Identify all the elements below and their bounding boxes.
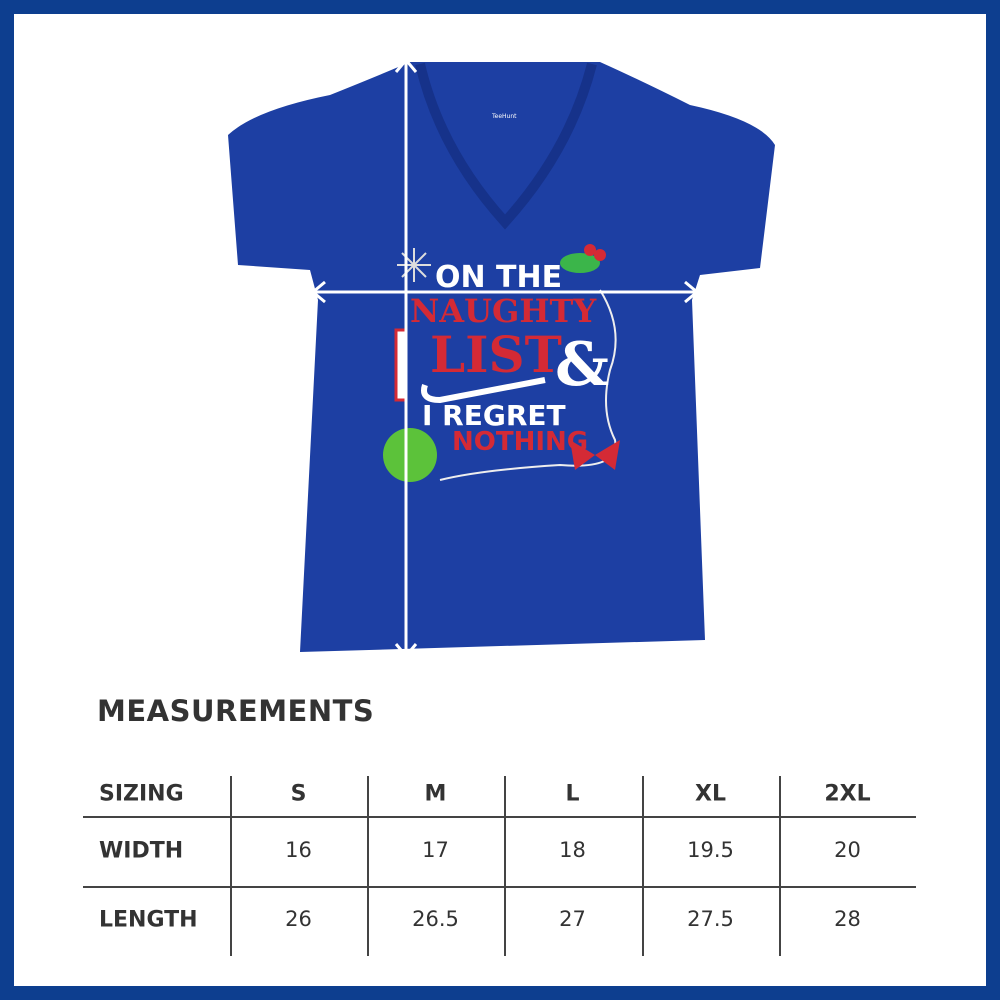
width-arrow [310, 280, 700, 304]
v-neck-collar [415, 62, 597, 230]
table-cell: 19.5 [687, 838, 734, 862]
size-header: L [565, 781, 580, 807]
row-label-width: WIDTH [99, 838, 184, 864]
table-cell: 27.5 [687, 907, 734, 931]
table-cell: 28 [834, 907, 861, 931]
row-label-length: LENGTH [99, 907, 198, 933]
swirl-decoration [421, 377, 546, 404]
graphic-line-2: NAUGHTY [410, 292, 597, 330]
table-divider [779, 776, 781, 956]
table-divider [367, 776, 369, 956]
size-header: 2XL [824, 781, 871, 807]
size-header: S [290, 781, 307, 807]
graphic-line-3: LIST [430, 325, 562, 384]
graphic-line-4: I REGRET [422, 399, 566, 432]
table-divider [83, 886, 916, 888]
graphic-line-1: ON THE [435, 260, 562, 295]
size-header: M [424, 781, 447, 807]
table-cell: 20 [834, 838, 861, 862]
holly-icon [560, 244, 606, 273]
table-cell: 26.5 [412, 907, 459, 931]
table-divider [504, 776, 506, 956]
table-cell: 27 [559, 907, 586, 931]
length-arrow [394, 57, 418, 659]
snowflake-icon [397, 248, 431, 282]
table-divider [642, 776, 644, 956]
graphic-ampersand: & [555, 330, 609, 400]
measurements-title: MEASUREMENTS [97, 694, 375, 728]
graphic-line-5: NOTHING [452, 427, 588, 457]
table-divider [230, 776, 232, 956]
table-cell: 26 [285, 907, 312, 931]
bow-icon [570, 440, 620, 470]
tshirt-body [228, 62, 775, 652]
table-cell: 17 [422, 838, 449, 862]
ornament-icon [383, 428, 437, 482]
table-divider [83, 816, 916, 818]
size-header: XL [695, 781, 726, 807]
table-cell: 16 [285, 838, 312, 862]
table-cell: 18 [559, 838, 586, 862]
label-brand: TeeHunt [491, 113, 517, 120]
tshirt-image: TeeHunt ON THE NAUGHTY LIST & I REGRET N… [228, 57, 775, 659]
header-label: SIZING [99, 781, 184, 807]
lights-string-icon [439, 289, 617, 481]
